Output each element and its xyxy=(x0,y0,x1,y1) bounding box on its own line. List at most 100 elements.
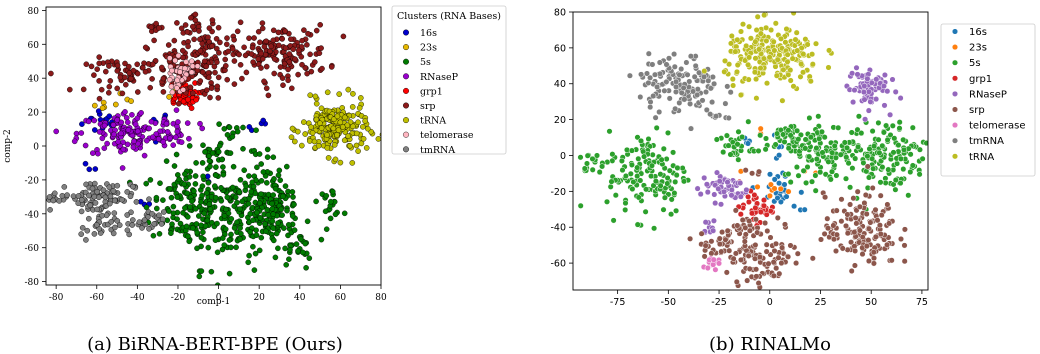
point-srp xyxy=(821,230,828,237)
point-trna xyxy=(793,29,800,36)
point-srp xyxy=(737,256,745,263)
point-5s xyxy=(180,209,186,216)
point-srp xyxy=(127,75,134,82)
point-srp xyxy=(106,90,112,96)
point-rnasep xyxy=(125,119,131,126)
point-5s xyxy=(184,214,191,220)
point-tmrna xyxy=(713,113,720,120)
legend-marker-5s xyxy=(403,58,410,65)
point-5s xyxy=(243,183,249,190)
point-tmrna xyxy=(707,111,714,118)
point-5s xyxy=(780,131,787,138)
point-5s xyxy=(864,153,871,160)
point-srp xyxy=(764,227,771,235)
point-srp xyxy=(275,29,282,36)
point-5s xyxy=(253,127,259,133)
point-tmrna xyxy=(725,114,732,122)
point-rnasep xyxy=(173,107,180,113)
point-trna xyxy=(754,13,761,20)
point-5s xyxy=(892,177,899,184)
point-trna xyxy=(763,80,771,87)
point-23s xyxy=(757,125,764,132)
x-tick-label: -20 xyxy=(171,293,186,303)
point-5s xyxy=(666,167,673,174)
point-5s xyxy=(668,196,675,203)
point-tmrna xyxy=(136,219,143,225)
point-srp xyxy=(280,82,286,88)
point-5s xyxy=(607,183,614,190)
point-srp xyxy=(239,75,245,82)
point-5s xyxy=(848,129,855,136)
point-5s xyxy=(833,172,840,179)
point-srp xyxy=(96,78,102,84)
point-srp xyxy=(205,74,212,81)
point-tmrna xyxy=(108,218,114,225)
point-16s xyxy=(82,160,89,167)
point-srp xyxy=(263,63,270,70)
point-srp xyxy=(185,43,191,50)
point-5s xyxy=(184,233,191,240)
point-5s xyxy=(280,225,287,231)
point-srp xyxy=(852,247,859,254)
point-srp xyxy=(884,201,891,208)
point-tmrna xyxy=(690,88,697,95)
point-5s xyxy=(169,221,175,227)
legend-marker-rnasep xyxy=(951,90,959,97)
point-5s xyxy=(220,164,226,170)
point-srp xyxy=(261,78,267,85)
x-tick-label: 75 xyxy=(916,297,928,308)
point-5s xyxy=(762,146,769,153)
point-tmrna xyxy=(656,59,663,66)
point-tmrna xyxy=(124,212,130,218)
point-5s xyxy=(727,151,734,158)
point-rnasep xyxy=(172,134,179,141)
point-5s xyxy=(212,237,219,243)
point-5s xyxy=(923,140,928,147)
point-5s xyxy=(852,155,859,162)
point-rnasep xyxy=(124,141,131,148)
point-tmrna xyxy=(687,100,694,107)
point-rnasep xyxy=(860,89,867,96)
point-5s xyxy=(890,149,897,156)
point-5s xyxy=(251,267,258,273)
point-trna xyxy=(353,130,360,137)
point-srp xyxy=(126,70,133,76)
point-5s xyxy=(295,247,301,254)
point-trna xyxy=(298,142,305,149)
legend-marker-telomerase xyxy=(951,122,959,129)
point-rnasep xyxy=(164,129,171,135)
point-5s xyxy=(318,236,325,243)
point-srp xyxy=(838,218,845,225)
point-5s xyxy=(897,180,904,187)
point-trna xyxy=(787,77,794,84)
point-grp1 xyxy=(193,97,199,103)
point-trna xyxy=(752,55,759,62)
point-5s xyxy=(679,165,686,172)
point-tmrna xyxy=(47,206,53,213)
point-5s xyxy=(879,164,886,171)
point-tmrna xyxy=(158,221,165,227)
point-tmrna xyxy=(652,114,659,121)
point-srp xyxy=(286,51,293,57)
point-tmrna xyxy=(645,79,652,86)
point-srp xyxy=(114,62,121,69)
point-trna xyxy=(734,36,741,43)
point-rnasep xyxy=(881,71,888,79)
point-5s xyxy=(276,167,283,174)
point-5s xyxy=(785,145,792,152)
point-5s xyxy=(653,124,660,131)
point-srp xyxy=(123,81,129,88)
point-5s xyxy=(219,156,225,163)
point-srp xyxy=(299,61,305,68)
point-trna xyxy=(773,72,780,79)
point-srp xyxy=(787,242,794,249)
point-5s xyxy=(284,207,290,214)
point-srp xyxy=(313,27,320,34)
point-srp xyxy=(98,86,105,93)
point-srp xyxy=(299,37,305,44)
point-5s xyxy=(263,179,270,186)
point-srp xyxy=(160,75,167,82)
y-tick-label: -60 xyxy=(550,259,566,270)
point-srp xyxy=(48,70,54,77)
point-srp xyxy=(242,52,249,59)
